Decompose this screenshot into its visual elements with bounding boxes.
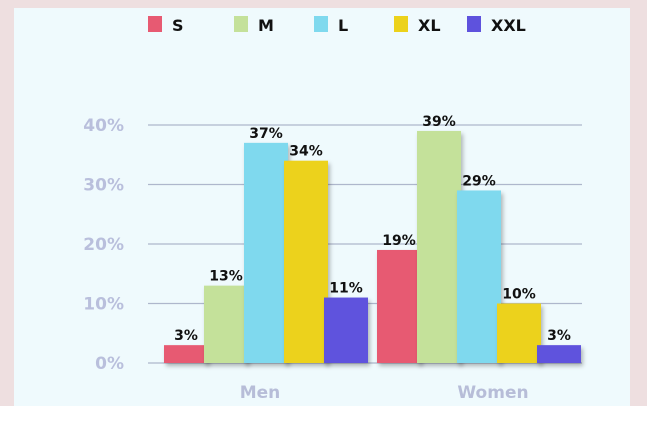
bar-l-women bbox=[457, 190, 501, 363]
data-label: 39% bbox=[422, 114, 456, 130]
legend-swatch bbox=[394, 16, 408, 32]
legend-label: S bbox=[172, 16, 184, 35]
legend-label: L bbox=[338, 16, 348, 35]
legend-swatch bbox=[148, 16, 162, 32]
y-tick-label: 20% bbox=[83, 235, 124, 255]
legend-swatch bbox=[234, 16, 248, 32]
legend-label: XL bbox=[418, 16, 441, 35]
y-tick-label: 30% bbox=[83, 176, 124, 196]
bar-l-men bbox=[244, 142, 288, 363]
y-tick-label: 0% bbox=[95, 354, 124, 374]
y-tick-label: 40% bbox=[83, 116, 124, 136]
bar-m-women bbox=[417, 130, 461, 363]
data-label: 10% bbox=[502, 287, 536, 303]
data-labels: 3% 19% 13% 39% 37% 29% 34% 10% 11% 3% bbox=[174, 114, 571, 344]
legend-label: XXL bbox=[491, 16, 526, 35]
data-label: 13% bbox=[209, 269, 243, 285]
data-label: 3% bbox=[547, 328, 571, 344]
bar-xl-women bbox=[497, 303, 541, 363]
data-label: 34% bbox=[289, 144, 323, 160]
bar-xxl-men bbox=[324, 297, 368, 363]
legend-swatch bbox=[467, 16, 481, 32]
x-category-label: Men bbox=[240, 383, 281, 403]
bar-s-women bbox=[377, 249, 421, 363]
x-category-label: Women bbox=[457, 383, 528, 403]
data-label: 11% bbox=[329, 281, 363, 297]
legend: S M L XL XXL bbox=[148, 16, 526, 35]
bottom-strip bbox=[0, 406, 647, 426]
legend-label: M bbox=[258, 16, 274, 35]
legend-swatch bbox=[314, 16, 328, 32]
data-label: 19% bbox=[382, 233, 416, 249]
y-axis-ticks: 0% 10% 20% 30% 40% bbox=[83, 116, 124, 374]
bar-m-men bbox=[204, 285, 248, 363]
bar-xl-men bbox=[284, 160, 328, 363]
y-tick-label: 10% bbox=[83, 295, 124, 315]
data-label: 3% bbox=[174, 328, 198, 344]
bar-xxl-women bbox=[537, 345, 581, 363]
x-axis-categories: Men Women bbox=[240, 383, 529, 403]
bar-s-men bbox=[164, 345, 208, 363]
bars bbox=[164, 130, 581, 363]
data-label: 29% bbox=[462, 173, 496, 189]
data-label: 37% bbox=[249, 126, 283, 142]
